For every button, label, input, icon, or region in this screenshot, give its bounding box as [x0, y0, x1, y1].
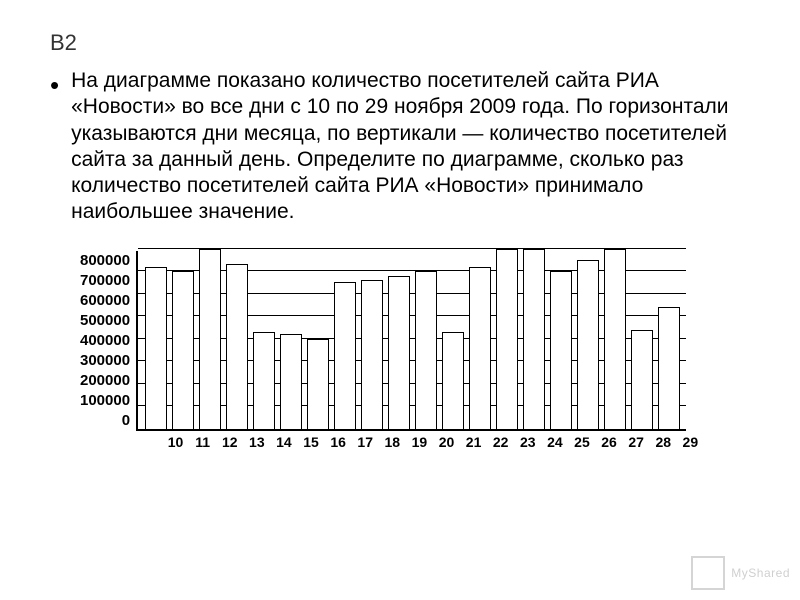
x-axis-label: 25	[571, 434, 593, 450]
x-axis-label: 14	[273, 434, 295, 450]
y-axis-label: 200000	[80, 371, 130, 391]
x-axis-label: 23	[517, 434, 539, 450]
x-axis-label: 10	[165, 434, 187, 450]
x-axis-label: 11	[192, 434, 214, 450]
x-axis-label: 24	[544, 434, 566, 450]
bar	[253, 332, 275, 429]
x-axis-label: 28	[652, 434, 674, 450]
bar	[469, 267, 491, 429]
x-axis-label: 29	[679, 434, 701, 450]
bar	[145, 267, 167, 429]
bar	[442, 332, 464, 429]
y-axis-label: 800000	[80, 251, 130, 271]
x-axis-label: 27	[625, 434, 647, 450]
x-axis: 10 11 12 13 14 15 16 17 18 19 20 21 22 23 24 25 26 27 28 29	[158, 434, 708, 450]
y-axis-label: 500000	[80, 311, 130, 331]
bar	[496, 249, 518, 429]
x-axis-label: 15	[300, 434, 322, 450]
bars	[138, 251, 686, 429]
bar	[523, 249, 545, 429]
bullet-icon: •	[50, 70, 59, 101]
x-axis-label: 18	[381, 434, 403, 450]
bar	[604, 249, 626, 429]
task-description-row: • На диаграмме показано количество посет…	[50, 68, 750, 226]
x-axis-label: 19	[408, 434, 430, 450]
bar	[199, 249, 221, 429]
bar	[280, 334, 302, 429]
bar	[658, 307, 680, 429]
y-axis-label: 700000	[80, 271, 130, 291]
bar	[361, 280, 383, 429]
bar-chart: 8000007000006000005000004000003000002000…	[80, 251, 750, 431]
y-axis-label: 300000	[80, 351, 130, 371]
bar	[307, 339, 329, 429]
x-axis-label: 17	[354, 434, 376, 450]
x-axis-label: 16	[327, 434, 349, 450]
x-axis-label: 26	[598, 434, 620, 450]
watermark-text: MyShared	[731, 566, 790, 580]
plot-area	[136, 251, 686, 431]
bar	[226, 264, 248, 428]
bar	[577, 260, 599, 429]
y-axis: 8000007000006000005000004000003000002000…	[80, 251, 130, 431]
x-axis-label: 12	[219, 434, 241, 450]
bar	[334, 282, 356, 428]
bar	[550, 271, 572, 429]
x-axis-label: 13	[246, 434, 268, 450]
y-axis-label: 400000	[80, 331, 130, 351]
x-axis-label: 21	[463, 434, 485, 450]
x-axis-label: 22	[490, 434, 512, 450]
bar	[415, 271, 437, 429]
bar	[172, 271, 194, 429]
task-description: На диаграмме показано количество посетит…	[71, 68, 750, 226]
y-axis-label: 100000	[80, 391, 130, 411]
x-axis-label: 20	[435, 434, 457, 450]
bar	[388, 276, 410, 429]
task-number: В2	[50, 30, 750, 56]
watermark-icon	[691, 556, 725, 590]
y-axis-label: 0	[122, 411, 130, 431]
watermark: MyShared	[691, 556, 790, 590]
chart-container: 8000007000006000005000004000003000002000…	[80, 251, 750, 450]
y-axis-label: 600000	[80, 291, 130, 311]
bar	[631, 330, 653, 429]
